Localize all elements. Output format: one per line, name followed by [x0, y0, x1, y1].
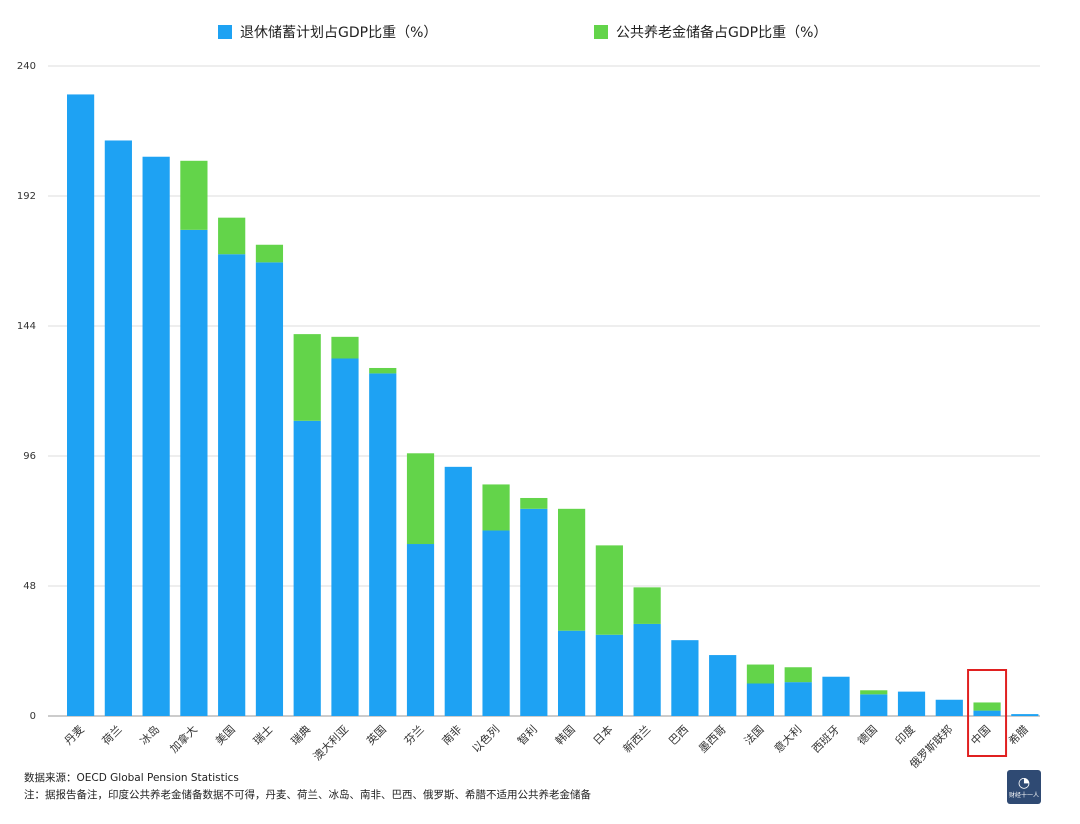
- bar-retirement-savings: [935, 699, 963, 716]
- x-tick-label: 墨西哥: [696, 723, 729, 756]
- bar-retirement-savings: [180, 229, 208, 716]
- x-tick-label: 西班牙: [810, 723, 843, 756]
- bar-public-pension-reserve: [180, 160, 208, 230]
- bar-retirement-savings: [746, 683, 775, 716]
- legend-label-public-pension-reserve: 公共养老金储备占GDP比重（%）: [616, 25, 828, 41]
- bar-retirement-savings: [860, 694, 888, 716]
- x-tick-label: 芬兰: [402, 723, 427, 748]
- x-tick-label: 希腊: [1005, 722, 1030, 747]
- x-tick-label: 英国: [363, 722, 388, 747]
- legend-item-public-pension-reserve: 公共养老金储备占GDP比重（%）: [594, 22, 827, 42]
- x-tick-label: 印度: [892, 722, 917, 747]
- x-tick-label: 美国: [213, 723, 238, 748]
- bar-retirement-savings: [444, 466, 472, 716]
- x-tick-label: 日本: [590, 722, 615, 747]
- bar-public-pension-reserve: [293, 334, 321, 421]
- stacked-bar-chart: 0 48 96 144 192 240 丹麦 荷兰 冰岛 加拿大 美国 瑞士 瑞典澳大利亚 英国 芬兰 南非以…: [17, 61, 1040, 770]
- y-tick-label: 96: [23, 451, 36, 462]
- bar-retirement-savings: [293, 420, 321, 716]
- footnotes: 数据来源：OECD Global Pension Statistics 注：据报…: [24, 770, 591, 804]
- bar-retirement-savings: [595, 634, 623, 716]
- bar-retirement-savings: [255, 262, 284, 716]
- bar-retirement-savings: [520, 508, 548, 716]
- logo-text: 财经十一人: [1008, 791, 1039, 799]
- bar-public-pension-reserve: [860, 690, 888, 695]
- bar-retirement-savings: [218, 254, 246, 716]
- bar-public-pension-reserve: [255, 244, 284, 263]
- bar-public-pension-reserve: [482, 484, 510, 531]
- x-tick-label: 法国: [741, 722, 766, 747]
- bar-retirement-savings: [67, 94, 95, 716]
- bar-public-pension-reserve: [784, 667, 812, 683]
- data-source-note: 数据来源：OECD Global Pension Statistics: [24, 772, 239, 784]
- bar-public-pension-reserve: [595, 545, 623, 635]
- bar-public-pension-reserve: [746, 664, 775, 684]
- legend-swatch-public-pension-reserve: [594, 25, 608, 39]
- bar-retirement-savings: [558, 630, 586, 716]
- x-tick-label: 荷兰: [100, 723, 125, 748]
- bar-public-pension-reserve: [331, 336, 359, 359]
- legend-label-retirement-savings: 退休储蓄计划占GDP比重（%）: [240, 25, 438, 41]
- x-tick-label: 澳大利亚: [310, 722, 351, 763]
- y-tick-label: 240: [17, 61, 36, 72]
- bar-public-pension-reserve: [218, 217, 246, 255]
- x-tick-label: 智利: [514, 722, 539, 747]
- bar-retirement-savings: [973, 710, 1001, 716]
- bar-retirement-savings: [482, 530, 510, 716]
- bar-retirement-savings: [709, 655, 737, 716]
- legend-item-retirement-savings: 退休储蓄计划占GDP比重（%）: [218, 22, 437, 42]
- x-tick-label: 丹麦: [62, 723, 87, 748]
- x-tick-label: 意大利: [771, 722, 804, 755]
- x-tick-label: 以色列: [469, 722, 502, 755]
- x-tick-label: 巴西: [666, 723, 691, 748]
- bar-public-pension-reserve: [633, 587, 661, 624]
- bar-retirement-savings: [671, 640, 699, 716]
- x-tick-label: 加拿大: [167, 722, 200, 755]
- y-tick-label: 192: [17, 191, 36, 202]
- x-tick-label: 瑞典: [288, 722, 313, 747]
- bar-public-pension-reserve: [520, 497, 548, 509]
- x-tick-label: 新西兰: [620, 722, 653, 755]
- bar-retirement-savings: [633, 623, 661, 716]
- bar-retirement-savings: [1011, 714, 1039, 716]
- bar-public-pension-reserve: [973, 702, 1001, 711]
- x-tick-label: 中国: [968, 723, 993, 748]
- remark-note: 注：据报告备注，印度公共养老金储备数据不可得，丹麦、荷兰、冰岛、南非、巴西、俄罗…: [24, 789, 591, 801]
- highlight-box: [967, 669, 1008, 757]
- x-tick-label: 德国: [854, 722, 879, 747]
- bar-retirement-savings: [104, 140, 132, 716]
- logo-icon: ◔: [1017, 774, 1031, 791]
- y-tick-label: 144: [17, 321, 36, 332]
- bar-retirement-savings: [142, 156, 170, 716]
- bar-retirement-savings: [369, 373, 397, 716]
- x-tick-label: 瑞士: [250, 722, 275, 747]
- bar-public-pension-reserve: [369, 367, 397, 374]
- y-tick-label: 48: [23, 581, 36, 592]
- x-tick-label: 冰岛: [137, 722, 162, 747]
- bar-public-pension-reserve: [406, 453, 435, 545]
- bar-retirement-savings: [822, 676, 850, 716]
- chart-legend: 退休储蓄计划占GDP比重（%） 公共养老金储备占GDP比重（%）: [0, 22, 1080, 44]
- bar-retirement-savings: [897, 691, 926, 716]
- bar-retirement-savings: [406, 544, 435, 716]
- brand-logo: ◔ 财经十一人: [1007, 770, 1041, 804]
- x-tick-label: 韩国: [552, 722, 577, 747]
- x-tick-label: 南非: [440, 723, 465, 748]
- bar-retirement-savings: [331, 358, 359, 716]
- legend-swatch-retirement-savings: [218, 25, 232, 39]
- bar-public-pension-reserve: [558, 508, 586, 631]
- y-tick-label: 0: [30, 711, 36, 722]
- bar-retirement-savings: [784, 682, 812, 716]
